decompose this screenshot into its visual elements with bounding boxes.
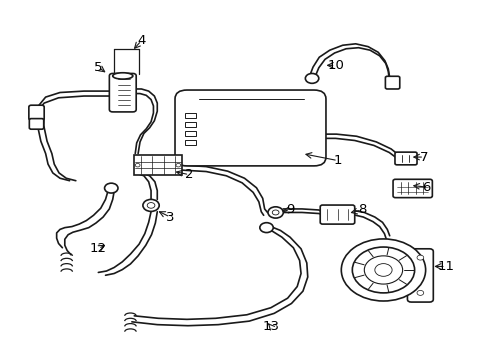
Text: 8: 8 xyxy=(357,203,366,216)
Text: 9: 9 xyxy=(285,203,294,216)
Circle shape xyxy=(259,223,273,233)
Circle shape xyxy=(374,264,391,276)
Text: 13: 13 xyxy=(262,320,279,333)
Text: 3: 3 xyxy=(165,211,174,224)
Text: 6: 6 xyxy=(422,181,430,194)
Text: 10: 10 xyxy=(326,59,343,72)
FancyBboxPatch shape xyxy=(29,118,43,129)
Text: 5: 5 xyxy=(94,60,102,73)
FancyBboxPatch shape xyxy=(385,76,399,89)
Circle shape xyxy=(147,203,155,208)
Circle shape xyxy=(351,247,414,293)
Ellipse shape xyxy=(112,73,133,79)
Text: 12: 12 xyxy=(90,242,106,255)
FancyBboxPatch shape xyxy=(407,249,432,302)
Circle shape xyxy=(267,207,283,218)
FancyBboxPatch shape xyxy=(320,205,354,224)
Circle shape xyxy=(272,210,279,215)
FancyBboxPatch shape xyxy=(175,90,325,166)
FancyBboxPatch shape xyxy=(29,105,44,120)
Bar xyxy=(184,113,195,118)
Bar xyxy=(184,131,195,136)
FancyBboxPatch shape xyxy=(392,179,431,198)
Circle shape xyxy=(305,73,318,83)
FancyBboxPatch shape xyxy=(109,73,136,112)
Circle shape xyxy=(416,291,423,295)
Text: 2: 2 xyxy=(185,168,193,181)
Bar xyxy=(184,140,195,145)
Circle shape xyxy=(364,256,402,284)
Circle shape xyxy=(416,255,423,260)
Bar xyxy=(184,122,195,127)
Circle shape xyxy=(104,183,118,193)
Text: 11: 11 xyxy=(436,260,453,273)
Text: 4: 4 xyxy=(137,34,145,47)
Circle shape xyxy=(135,163,140,167)
Text: 1: 1 xyxy=(333,154,342,167)
Circle shape xyxy=(176,163,181,167)
Text: 7: 7 xyxy=(419,150,427,163)
Circle shape xyxy=(142,199,159,211)
Circle shape xyxy=(341,239,425,301)
FancyBboxPatch shape xyxy=(134,155,182,175)
FancyBboxPatch shape xyxy=(394,152,416,165)
